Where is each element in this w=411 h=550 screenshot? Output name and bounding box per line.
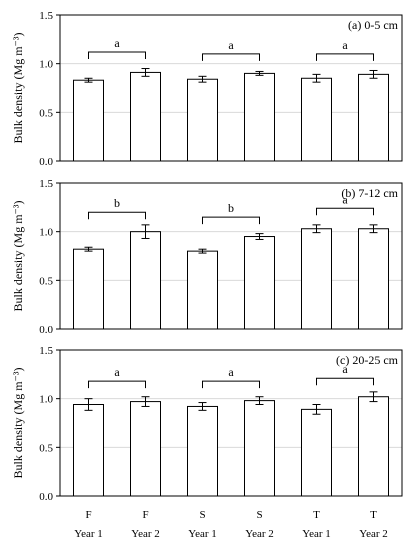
significance-bracket <box>202 53 260 61</box>
significance-letter: a <box>114 36 120 50</box>
x-category-sublabel: Year 2 <box>359 528 388 540</box>
significance-bracket <box>202 216 260 225</box>
x-category-sublabel: Year 2 <box>131 528 160 540</box>
bar <box>187 405 218 497</box>
bar <box>130 71 161 162</box>
significance-bracket <box>88 51 146 59</box>
plot-frame <box>59 14 403 162</box>
y-tick-label: 1.5 <box>39 345 53 357</box>
panel-1: a a a 0.0 0.5 1.0 1.5 (a) 0-5 cm Bulk density (M… <box>11 10 403 168</box>
y-axis-title: Bulk density (Mg m⁻³) <box>11 33 25 144</box>
bar <box>73 79 104 162</box>
significance-bracket <box>202 380 260 389</box>
significance-bracket <box>316 207 374 216</box>
bar <box>73 404 104 497</box>
panel-2: b b a 0.0 0.5 1.0 1.5 (b) 7-12 cm Bulk density (… <box>11 178 403 336</box>
y-tick-label: 0.5 <box>39 442 53 454</box>
x-category-label: T <box>313 509 320 521</box>
bar <box>358 73 389 162</box>
panel-label: (b) 7-12 cm <box>341 186 398 200</box>
y-tick-label: 0.5 <box>39 275 53 287</box>
significance-letter: b <box>228 201 234 215</box>
plot-frame <box>59 349 403 497</box>
bar <box>301 77 332 162</box>
y-axis-title: Bulk density (Mg m⁻³) <box>11 201 25 312</box>
significance-letter: a <box>228 365 234 379</box>
y-axis-title: Bulk density (Mg m⁻³) <box>11 368 25 479</box>
x-category-sublabel: Year 1 <box>302 528 331 540</box>
y-tick-label: 1.5 <box>39 10 53 22</box>
bar <box>187 78 218 162</box>
significance-letter: b <box>114 196 120 210</box>
bar <box>130 401 161 497</box>
panel-label: (c) 20-25 cm <box>336 353 399 367</box>
x-category-label: F <box>142 509 148 521</box>
y-tick-label: 1.0 <box>39 59 53 71</box>
bar <box>358 228 389 330</box>
bar <box>73 248 104 330</box>
significance-bracket <box>88 211 146 220</box>
significance-letter: a <box>342 362 348 376</box>
bar <box>244 400 275 497</box>
significance-letter: a <box>228 38 234 52</box>
bar <box>130 231 161 330</box>
bar <box>301 228 332 330</box>
x-category-label: S <box>199 509 205 521</box>
panel-label: (a) 0-5 cm <box>348 18 399 32</box>
significance-bracket <box>316 53 374 61</box>
bar <box>244 236 275 330</box>
significance-letter: a <box>342 38 348 52</box>
x-category-label: S <box>256 509 262 521</box>
x-category-sublabel: Year 1 <box>188 528 217 540</box>
y-tick-label: 0.0 <box>39 491 53 503</box>
bar <box>187 250 218 330</box>
y-tick-label: 0.0 <box>39 324 53 336</box>
bar <box>244 72 275 162</box>
y-tick-label: 1.0 <box>39 227 53 239</box>
panel-3: a a a 0.0 0.5 1.0 1.5 (c) 20-25 cm Bulk density … <box>11 345 403 503</box>
y-tick-label: 1.5 <box>39 178 53 190</box>
y-tick-label: 0.5 <box>39 107 53 119</box>
x-category-sublabel: Year 2 <box>245 528 274 540</box>
significance-bracket <box>316 377 374 386</box>
x-category-sublabel: Year 1 <box>74 528 103 540</box>
x-category-label: T <box>370 509 377 521</box>
significance-letter: a <box>342 192 348 206</box>
bar <box>301 408 332 497</box>
y-tick-label: 0.0 <box>39 156 53 168</box>
significance-letter: a <box>114 365 120 379</box>
significance-bracket <box>88 380 146 389</box>
y-tick-label: 1.0 <box>39 394 53 406</box>
bar <box>358 396 389 497</box>
plot-frame <box>59 182 403 330</box>
x-category-label: F <box>85 509 91 521</box>
